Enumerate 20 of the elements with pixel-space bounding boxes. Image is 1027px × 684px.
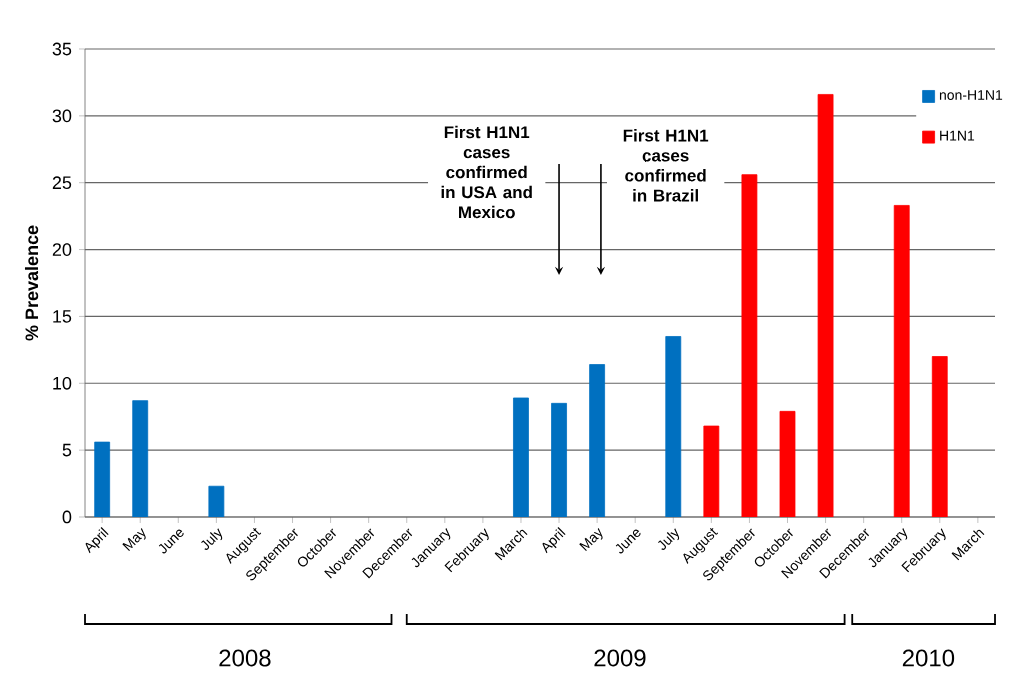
y-tick-label: 25 [52, 176, 72, 190]
y-tick-label: 0 [62, 510, 72, 524]
legend-label: non-H1N1 [939, 90, 1003, 100]
text: 2009 [594, 649, 646, 667]
text: 2010 [902, 649, 955, 667]
y-tick-label: 35 [52, 42, 72, 56]
text: 2008 [219, 649, 271, 667]
x-tick-label: May [122, 527, 146, 552]
y-axis-title: % Prevalence [24, 225, 39, 341]
y-tick-label: 10 [53, 376, 72, 390]
legend-label: H1N1 [940, 130, 975, 141]
y-tick-label: 30 [52, 109, 72, 123]
x-tick-label: July [201, 528, 223, 550]
y-tick-label: 20 [52, 243, 72, 256]
x-tick-label: May [579, 527, 603, 552]
y-tick-label: 15 [53, 310, 72, 323]
annotation: First H1N1 cases confirmed in USA and Mexico [441, 125, 532, 219]
x-tick-label: July [658, 528, 680, 550]
y-tick-label: 5 [62, 443, 72, 457]
annotation: First H1N1 cases confirmed in Brazil [623, 129, 709, 202]
